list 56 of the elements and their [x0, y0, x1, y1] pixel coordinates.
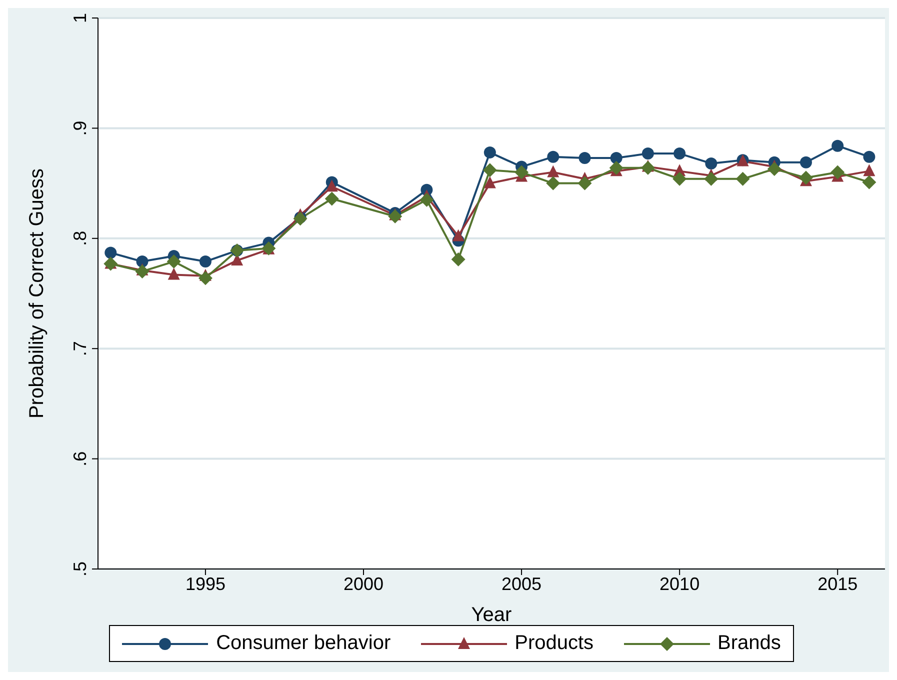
point [642, 148, 654, 160]
point [451, 252, 466, 266]
y-axis-title: Probability of Correct Guess [26, 168, 48, 419]
point [610, 152, 622, 164]
point [166, 254, 181, 269]
legend-label: Products [514, 632, 594, 655]
point [578, 176, 592, 190]
point [198, 271, 212, 286]
point [863, 150, 876, 163]
legend-label: Brands [718, 632, 781, 655]
y-tick-label: .8 [70, 230, 90, 246]
point [168, 268, 180, 280]
y-tick-label: 1 [70, 12, 90, 24]
point [514, 165, 529, 180]
point [800, 156, 812, 168]
point [135, 264, 150, 278]
y-tick-label: .5 [70, 561, 90, 577]
x-tick-label: 2000 [343, 574, 384, 594]
y-tick-label: .6 [70, 451, 90, 466]
point [136, 256, 148, 268]
x-tick-label: 2005 [502, 574, 542, 594]
point [705, 157, 718, 170]
x-tick-label: 1995 [185, 574, 226, 594]
point [830, 165, 845, 180]
point [547, 150, 560, 163]
y-tick-label: .9 [70, 120, 90, 136]
point [484, 146, 496, 158]
y-tick-label: .7 [70, 341, 90, 356]
point [293, 212, 308, 226]
point [547, 165, 560, 178]
x-axis-title: Year [471, 604, 512, 626]
point [484, 176, 496, 188]
point [863, 164, 876, 176]
point [798, 170, 813, 185]
legend-label: Consumer behavior [216, 632, 391, 655]
point [767, 162, 782, 176]
x-tick-label: 2010 [660, 574, 700, 594]
point [832, 140, 844, 152]
point [640, 160, 655, 175]
point [104, 246, 117, 259]
point [704, 172, 718, 186]
point [452, 229, 464, 242]
point [326, 180, 338, 192]
point [546, 176, 560, 190]
point [736, 172, 750, 186]
point [674, 148, 686, 160]
point [199, 256, 212, 268]
point [324, 192, 339, 206]
point [420, 192, 434, 207]
point [482, 163, 497, 178]
point [578, 152, 591, 164]
point [862, 175, 876, 190]
x-tick-label: 2015 [818, 574, 858, 594]
point [672, 172, 687, 186]
point [609, 160, 624, 175]
point [388, 209, 402, 224]
